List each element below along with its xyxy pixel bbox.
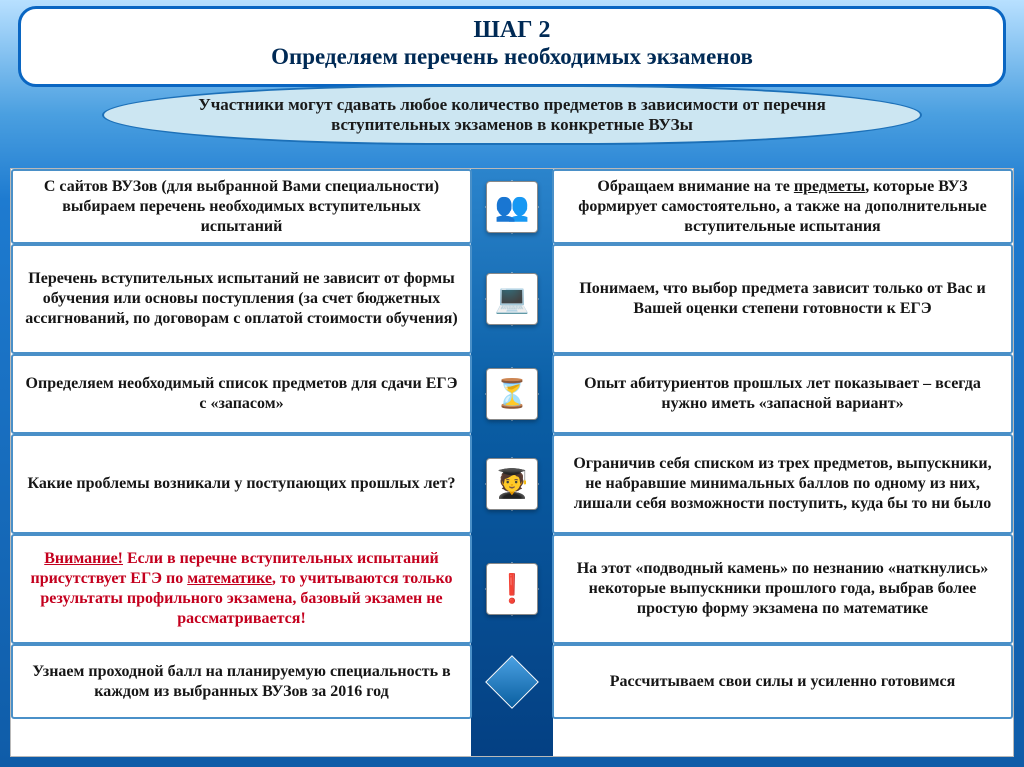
hourglass-icon: ⏳ bbox=[486, 368, 538, 420]
icon-slot-5: ❗ bbox=[480, 534, 544, 644]
callout-bubble: Участники могут сдавать любое количество… bbox=[102, 85, 922, 145]
meeting-icon: 👥 bbox=[486, 181, 538, 233]
cell-right-4: Ограничив себя списком из трех предметов… bbox=[552, 434, 1013, 534]
cell-right-6: Рассчитываем свои силы и усиленно готови… bbox=[552, 644, 1013, 719]
cell-right-1: Обращаем внимание на те предметы, которы… bbox=[552, 169, 1013, 244]
cell-left-5: Внимание! Если в перечне вступительных и… bbox=[11, 534, 472, 644]
header-box: ШАГ 2 Определяем перечень необходимых эк… bbox=[18, 6, 1006, 87]
step-subtitle: Определяем перечень необходимых экзамено… bbox=[31, 44, 993, 70]
cell-left-2: Перечень вступительных испытаний не зави… bbox=[11, 244, 472, 354]
student-icon: 🧑‍🎓 bbox=[486, 458, 538, 510]
row-4: Какие проблемы возникали у поступающих п… bbox=[11, 434, 1013, 534]
main-panel: С сайтов ВУЗов (для выбранной Вами специ… bbox=[10, 168, 1014, 757]
exclamation-icon: ❗ bbox=[486, 563, 538, 615]
icon-slot-6 bbox=[480, 644, 544, 719]
row-1: С сайтов ВУЗов (для выбранной Вами специ… bbox=[11, 169, 1013, 244]
cell-left-3: Определяем необходимый список предметов … bbox=[11, 354, 472, 434]
cell-right-2: Понимаем, что выбор предмета зависит тол… bbox=[552, 244, 1013, 354]
icon-slot-2: 💻 bbox=[480, 244, 544, 354]
step-title: ШАГ 2 bbox=[31, 17, 993, 44]
cell-left-6: Узнаем проходной балл на планируемую спе… bbox=[11, 644, 472, 719]
icon-slot-4: 🧑‍🎓 bbox=[480, 434, 544, 534]
icon-slot-3: ⏳ bbox=[480, 354, 544, 434]
cell-right-3: Опыт абитуриентов прошлых лет показывает… bbox=[552, 354, 1013, 434]
cell-right-5: На этот «подводный камень» по незнанию «… bbox=[552, 534, 1013, 644]
cell-left-1: С сайтов ВУЗов (для выбранной Вами специ… bbox=[11, 169, 472, 244]
slide-background: ШАГ 2 Определяем перечень необходимых эк… bbox=[0, 0, 1024, 767]
row-6: Узнаем проходной балл на планируемую спе… bbox=[11, 644, 1013, 719]
callout-container: Участники могут сдавать любое количество… bbox=[0, 85, 1024, 145]
computer-icon: 💻 bbox=[486, 273, 538, 325]
row-5: Внимание! Если в перечне вступительных и… bbox=[11, 534, 1013, 644]
icon-slot-1: 👥 bbox=[480, 169, 544, 244]
row-3: Определяем необходимый список предметов … bbox=[11, 354, 1013, 434]
cell-left-4: Какие проблемы возникали у поступающих п… bbox=[11, 434, 472, 534]
row-2: Перечень вступительных испытаний не зави… bbox=[11, 244, 1013, 354]
